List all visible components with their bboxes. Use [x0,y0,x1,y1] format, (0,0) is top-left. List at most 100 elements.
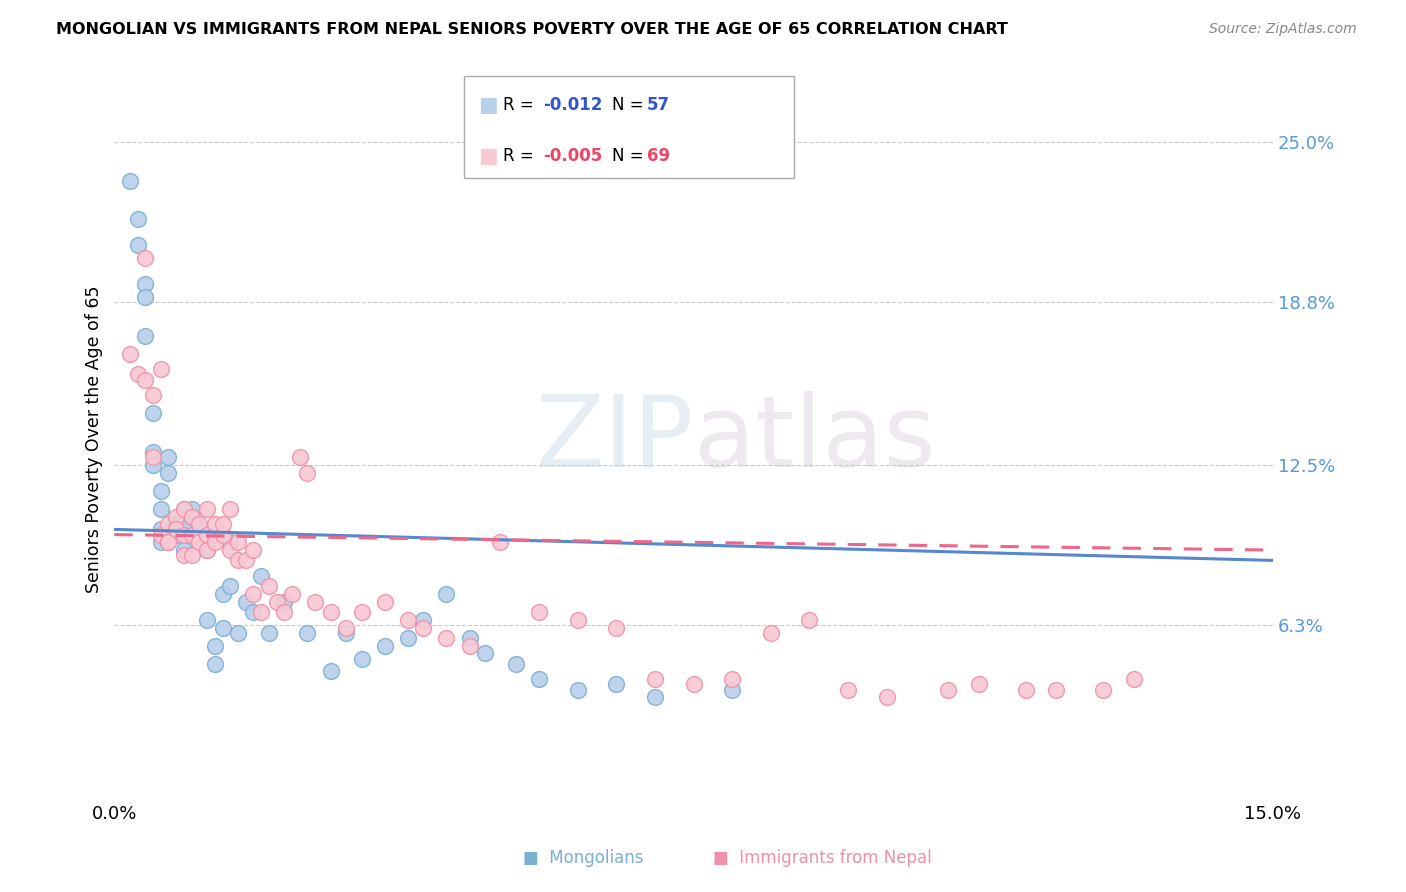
Point [436,631,458,645]
Point [297,466,319,480]
Point [157,535,180,549]
Point [180,527,202,541]
Point [180,509,202,524]
Point [876,690,898,705]
Point [149,527,172,541]
Text: MONGOLIAN VS IMMIGRANTS FROM NEPAL SENIORS POVERTY OVER THE AGE OF 65 CORRELATIO: MONGOLIAN VS IMMIGRANTS FROM NEPAL SENIO… [56,22,1008,37]
Point [250,569,273,583]
Point [396,631,419,645]
Point [204,639,226,653]
Point [157,450,180,464]
Text: Source: ZipAtlas.com: Source: ZipAtlas.com [1209,22,1357,37]
Text: R =: R = [503,147,540,165]
Point [226,625,249,640]
Point [799,613,821,627]
Point [605,621,627,635]
Point [412,621,434,635]
Point [396,613,419,627]
Point [527,672,550,686]
Point [188,535,211,549]
Point [219,543,242,558]
Point [412,613,434,627]
Point [134,373,156,387]
Point [967,677,990,691]
Point [567,613,589,627]
Text: atlas: atlas [693,391,935,488]
Point [474,647,496,661]
Point [180,527,202,541]
Point [250,605,273,619]
Point [195,527,218,541]
Point [211,527,233,541]
Point [142,458,165,472]
Point [180,501,202,516]
Point [165,509,187,524]
Point [644,690,666,705]
Point [335,625,357,640]
Point [165,523,187,537]
Point [149,362,172,376]
Point [837,682,859,697]
Point [142,450,165,464]
Point [335,621,357,635]
Point [118,347,141,361]
Point [288,450,311,464]
Point [157,535,180,549]
Point [273,605,295,619]
Point [127,238,149,252]
Point [374,639,396,653]
Point [204,535,226,549]
Point [297,625,319,640]
Text: ZIP: ZIP [536,391,693,488]
Point [211,621,233,635]
Point [134,252,156,266]
Point [149,535,172,549]
Point [219,535,242,549]
Point [173,543,195,558]
Point [219,501,242,516]
Point [127,368,149,382]
Point [142,445,165,459]
Point [134,277,156,291]
Point [759,625,782,640]
Point [165,527,187,541]
Point [319,665,342,679]
Point [188,523,211,537]
Text: 69: 69 [647,147,669,165]
Text: -0.005: -0.005 [543,147,602,165]
Point [505,657,527,671]
Point [173,501,195,516]
Point [319,605,342,619]
Point [211,517,233,532]
Point [605,677,627,691]
Point [188,535,211,549]
Point [436,587,458,601]
Point [721,672,744,686]
Text: 57: 57 [647,95,669,113]
Point [350,605,373,619]
Point [211,587,233,601]
Point [195,543,218,558]
Point [226,535,249,549]
Point [173,527,195,541]
Point [1045,682,1067,697]
Point [149,483,172,498]
Point [235,595,257,609]
Point [257,625,280,640]
Point [142,406,165,420]
Point [204,527,226,541]
Point [195,543,218,558]
Point [173,548,195,562]
Point [134,328,156,343]
Point [682,677,704,691]
Point [149,523,172,537]
Point [188,517,211,532]
Text: N =: N = [612,95,648,113]
Point [281,587,304,601]
Point [273,595,295,609]
Point [226,553,249,567]
Point [134,290,156,304]
Point [567,682,589,697]
Point [489,535,512,549]
Point [157,517,180,532]
